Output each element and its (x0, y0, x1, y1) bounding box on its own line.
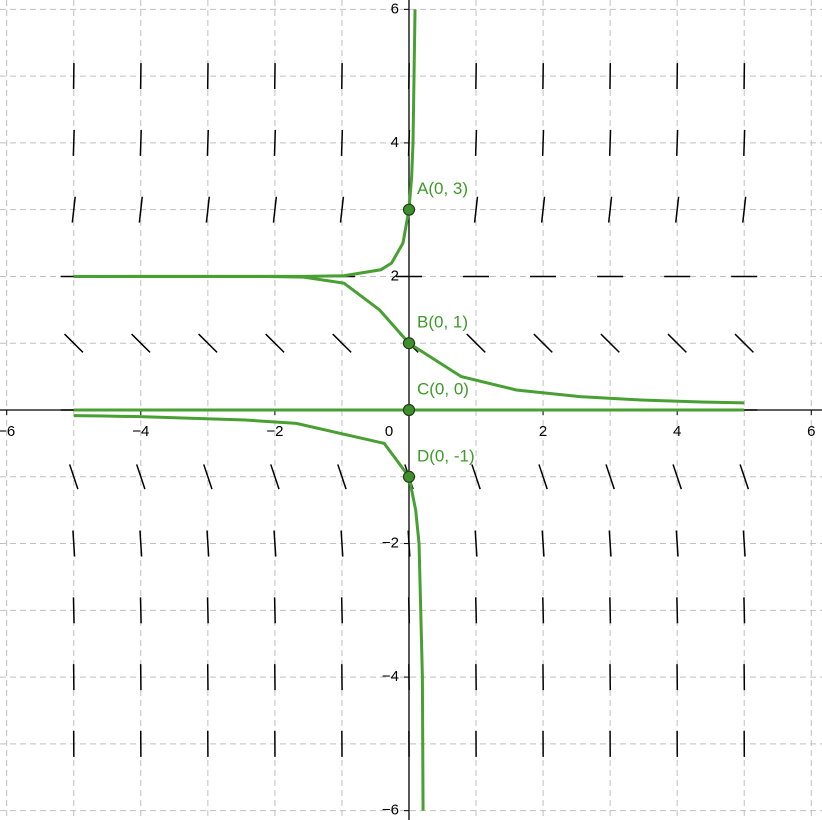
slope-segment (273, 597, 276, 624)
slope-segment (138, 196, 143, 223)
slope-segment (533, 333, 553, 353)
slope-segment (407, 530, 411, 557)
slope-segment (474, 530, 478, 557)
y-tick-label: 6 (391, 0, 399, 17)
slope-segment (607, 196, 613, 223)
x-tick-label: 0 (385, 423, 393, 440)
slope-segment (272, 196, 278, 223)
point-label: D(0, -1) (417, 446, 475, 465)
slope-segment (135, 464, 146, 490)
y-tick-label: 4 (391, 134, 399, 151)
x-tick-label: −6 (0, 423, 15, 440)
slope-segment (474, 597, 478, 624)
slope-segment (270, 464, 280, 490)
slope-segment (139, 530, 143, 557)
slope-segment (667, 333, 687, 353)
x-tick-label: 2 (539, 423, 547, 440)
slope-segment (676, 597, 679, 624)
x-tick-label: 4 (673, 423, 681, 440)
slope-segment (340, 129, 344, 156)
slope-segment (674, 196, 680, 223)
y-tick-label: −6 (382, 802, 399, 819)
slope-segment (538, 464, 548, 490)
slope-segment (205, 196, 211, 223)
slope-segment (605, 464, 615, 490)
point (402, 470, 416, 483)
slope-segment (743, 129, 746, 156)
slope-segment (608, 129, 612, 156)
slope-segment (273, 530, 277, 557)
slope-segment (339, 196, 345, 223)
slope-segment (541, 530, 545, 557)
y-tick-label: −2 (382, 535, 399, 552)
solution-curve (73, 9, 417, 278)
slope-segment (72, 129, 75, 156)
slope-segment (340, 597, 343, 624)
slope-segment (71, 196, 76, 223)
slope-segment (600, 333, 620, 353)
x-tick-label: 6 (807, 423, 815, 440)
point-label: A(0, 3) (417, 179, 468, 198)
slope-segment (265, 333, 285, 353)
point (402, 403, 416, 417)
slope-segment (131, 333, 151, 353)
x-tick-label: −4 (132, 423, 149, 440)
slope-segment (471, 464, 481, 490)
slope-segment (206, 530, 210, 557)
slope-segment (64, 333, 84, 353)
slope-segment (206, 597, 209, 624)
point (402, 337, 416, 350)
y-tick-label: 2 (391, 267, 399, 284)
slope-segment (742, 196, 747, 223)
slope-segment (608, 530, 612, 557)
slope-segment (203, 464, 213, 490)
slope-segment (466, 333, 486, 353)
slope-segment (139, 597, 142, 624)
y-tick-label: −4 (382, 668, 399, 685)
slope-segment (540, 196, 546, 223)
slope-segment (72, 597, 75, 624)
point-label: B(0, 1) (417, 313, 468, 332)
slope-segment (541, 129, 545, 156)
slope-segment (676, 129, 679, 156)
slope-segment (739, 464, 750, 490)
solution-curve (73, 414, 425, 811)
slope-segment (474, 129, 478, 156)
slope-segment (743, 597, 746, 624)
slope-segment (407, 129, 411, 156)
slope-segment (337, 464, 347, 490)
solution-curve (73, 274, 745, 405)
slope-segment (72, 530, 76, 557)
point-label: C(0, 0) (417, 379, 469, 398)
slope-segment (734, 333, 754, 353)
slope-segment (609, 597, 612, 624)
slope-segment (473, 196, 479, 223)
slope-segment (198, 333, 218, 353)
slope-segment (542, 597, 545, 624)
slope-segment (672, 464, 683, 490)
slope-segment (332, 333, 352, 353)
slope-segment (675, 530, 679, 557)
slope-segment (407, 597, 411, 624)
slope-segment (206, 129, 210, 156)
slope-segment (139, 129, 142, 156)
slope-segment (340, 530, 344, 557)
x-tick-label: −2 (266, 423, 283, 440)
slope-segment (68, 464, 79, 490)
point (402, 203, 416, 216)
slope-segment (273, 129, 277, 156)
slope-segment (742, 530, 746, 557)
